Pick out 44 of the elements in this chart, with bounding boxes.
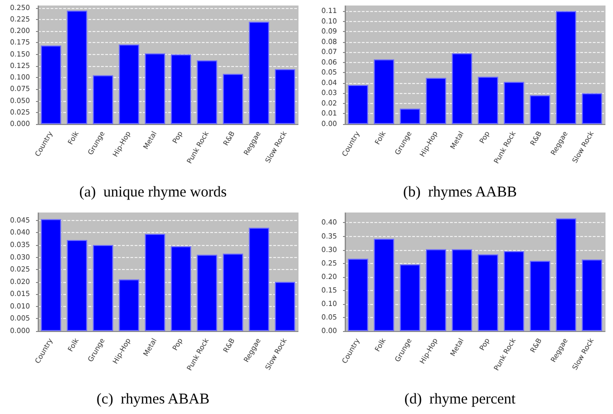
bar xyxy=(426,78,446,124)
bar xyxy=(170,246,192,331)
bar xyxy=(66,240,88,331)
bar xyxy=(556,11,576,124)
bar xyxy=(556,218,576,331)
bar xyxy=(582,260,602,331)
bar xyxy=(144,53,166,124)
text: (d) rhyme percent xyxy=(404,392,516,408)
bar xyxy=(504,82,524,124)
bar xyxy=(144,234,166,331)
bar xyxy=(348,258,368,331)
bar xyxy=(400,264,420,331)
bar xyxy=(274,282,296,331)
text: (a) unique rhyme words xyxy=(79,184,227,200)
bar xyxy=(118,279,140,331)
bar xyxy=(348,85,368,124)
bar xyxy=(248,228,270,331)
bar xyxy=(92,244,114,331)
bar xyxy=(478,254,498,331)
bar xyxy=(222,74,244,124)
bar xyxy=(374,59,394,124)
bar xyxy=(400,108,420,124)
bar xyxy=(426,249,446,331)
bar xyxy=(530,95,550,124)
bar xyxy=(196,60,218,124)
bar xyxy=(274,69,296,124)
bar xyxy=(374,238,394,331)
bar xyxy=(170,54,192,124)
bar xyxy=(222,254,244,331)
bar xyxy=(452,249,472,331)
bar xyxy=(196,254,218,331)
bar xyxy=(40,219,62,331)
bar xyxy=(66,10,88,124)
bar xyxy=(530,260,550,331)
bar xyxy=(92,75,114,124)
bar xyxy=(452,53,472,124)
bar xyxy=(118,44,140,124)
text: (b) rhymes AABB xyxy=(403,184,517,200)
bar xyxy=(582,93,602,124)
bar xyxy=(40,45,62,124)
text: (c) rhymes ABAB xyxy=(96,392,210,408)
bar xyxy=(248,22,270,124)
bar xyxy=(504,251,524,331)
bar xyxy=(478,76,498,124)
